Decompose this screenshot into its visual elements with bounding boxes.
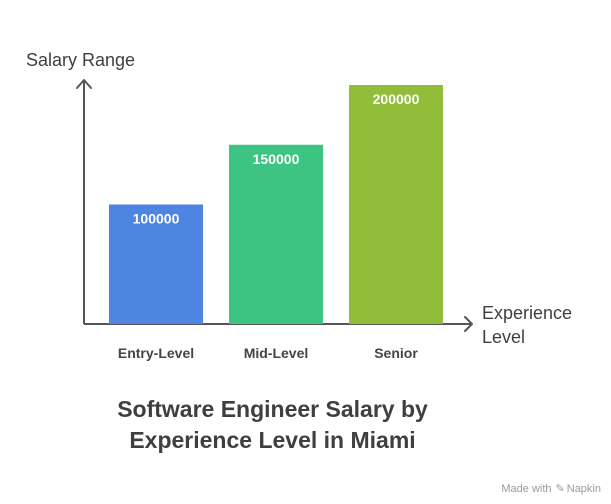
x-tick-label-senior: Senior <box>374 345 418 361</box>
x-axis-arrow-icon <box>464 316 473 332</box>
chart-title: Software Engineer Salary by Experience L… <box>0 394 545 456</box>
x-axis-label-line-2: Level <box>482 327 525 347</box>
bar-value-label-senior: 200000 <box>373 91 420 107</box>
napkin-logo-icon: ✎ <box>555 483 565 495</box>
x-axis-label: Experience Level <box>482 303 577 347</box>
napkin-watermark[interactable]: Made with ✎ Napkin <box>501 482 601 495</box>
x-axis-label-line-1: Experience <box>482 303 572 323</box>
napkin-brand-text: Napkin <box>566 483 601 495</box>
made-with-text: Made with <box>501 483 552 495</box>
chart-title-line-2: Experience Level in Miami <box>129 427 416 453</box>
x-tick-label-entry-level: Entry-Level <box>118 345 194 361</box>
bar-entry-level <box>109 204 203 324</box>
bars-group: 100000 Entry-Level 150000 Mid-Level 200000 Se… <box>109 85 443 361</box>
bar-senior <box>349 85 443 324</box>
bar-value-label-mid-level: 150000 <box>253 151 300 167</box>
y-axis-label: Salary Range <box>26 50 135 70</box>
bar-value-label-entry-level: 100000 <box>133 211 180 227</box>
x-tick-label-mid-level: Mid-Level <box>244 345 309 361</box>
bar-mid-level <box>229 144 323 324</box>
chart-title-line-1: Software Engineer Salary by <box>117 396 428 422</box>
y-axis-arrow-icon <box>76 79 92 89</box>
